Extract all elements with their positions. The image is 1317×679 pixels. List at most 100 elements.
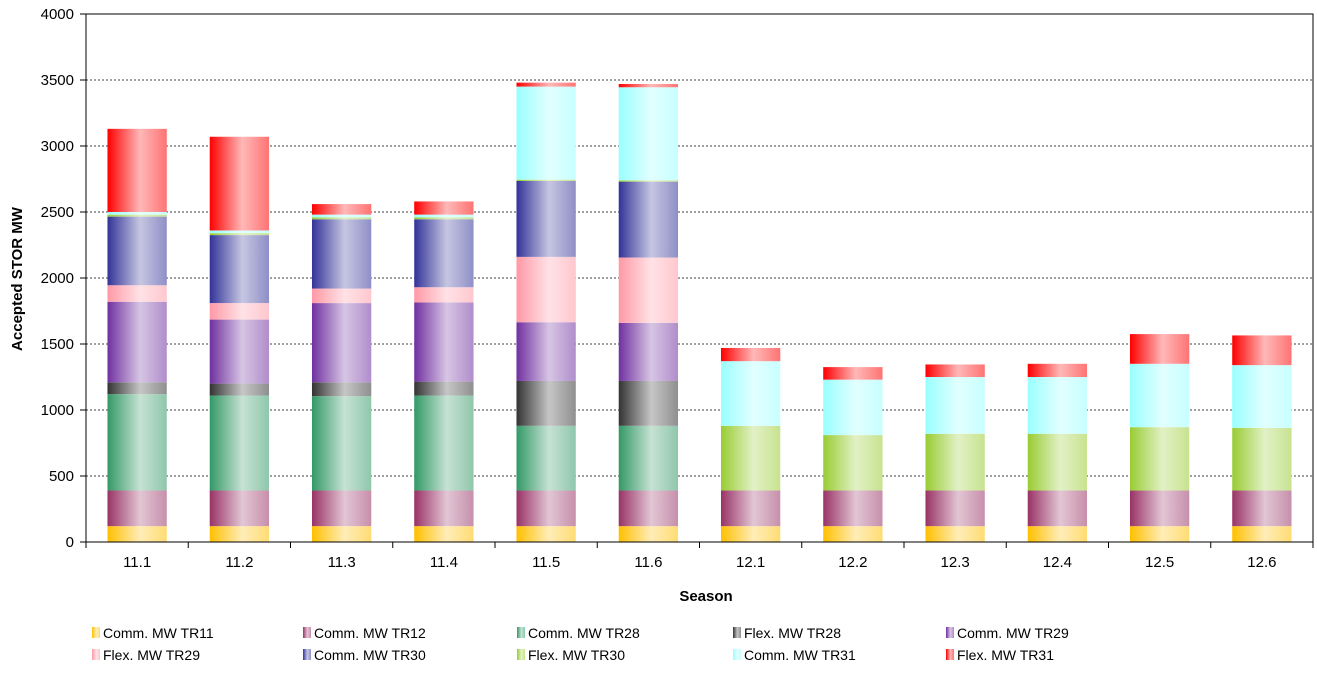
y-tick-label: 4000 — [41, 6, 74, 23]
bar-segment — [311, 217, 372, 220]
bar-segment — [414, 395, 474, 491]
bar-segment — [1232, 490, 1292, 527]
y-tick-label: 500 — [49, 468, 74, 485]
bar-segment — [414, 381, 474, 396]
bar-segment — [618, 181, 679, 258]
y-tick-label: 3000 — [41, 138, 74, 155]
bar-segment — [1129, 363, 1190, 428]
bar-segment — [516, 180, 576, 257]
bar-segment — [516, 86, 576, 180]
legend-label: Comm. MW TR11 — [103, 625, 214, 641]
bar-segment — [209, 526, 270, 542]
legend-label: Flex. MW TR31 — [957, 647, 1054, 663]
bar-segment — [618, 322, 679, 381]
y-tick-label: 1000 — [41, 402, 74, 419]
legend-swatch — [303, 649, 311, 660]
legend-swatch — [517, 649, 525, 660]
bar-segment — [1129, 490, 1190, 527]
legend-swatch — [946, 627, 954, 638]
legend-item: Flex. MW TR29 — [92, 647, 200, 663]
bar-segment — [720, 347, 781, 362]
bar-segment — [311, 214, 372, 218]
bar-segment — [618, 180, 679, 182]
bar-segment — [209, 395, 270, 491]
legend-swatch — [733, 627, 741, 638]
legend-label: Flex. MW TR28 — [744, 625, 841, 641]
bar-segment — [311, 288, 372, 304]
bar-segment — [1129, 334, 1190, 364]
x-tick-label: 12.6 — [1247, 554, 1276, 571]
bar-stack — [414, 201, 474, 542]
bar-segment — [925, 364, 985, 377]
bar-segment — [414, 219, 474, 288]
bar-segment — [823, 490, 883, 527]
bar-segment — [414, 287, 474, 303]
x-tick-label: 12.2 — [838, 554, 867, 571]
bar-segment — [209, 490, 270, 527]
bar-segment — [618, 83, 679, 88]
legend-label: Flex. MW TR30 — [528, 647, 625, 663]
bar-segment — [311, 490, 372, 527]
x-tick-label: 12.3 — [941, 554, 970, 571]
bar-segment — [209, 383, 270, 396]
bar-segment — [107, 301, 167, 383]
bar-segment — [925, 490, 985, 527]
y-tick-label: 0 — [66, 534, 74, 551]
y-tick-label: 1500 — [41, 336, 74, 353]
legend-label: Comm. MW TR29 — [957, 625, 1069, 641]
legend-item: Comm. MW TR29 — [946, 625, 1069, 641]
x-tick-label: 11.5 — [532, 554, 560, 571]
bar-segment — [618, 425, 679, 491]
bar-segment — [209, 235, 270, 304]
legend-swatch — [92, 649, 100, 660]
bar-segment — [1129, 526, 1190, 542]
bar-segment — [209, 319, 270, 384]
bar-segment — [516, 425, 576, 491]
bar-stack — [311, 204, 372, 542]
bar-segment — [618, 257, 679, 323]
bar-segment — [414, 214, 474, 218]
legend-item: Comm. MW TR28 — [517, 625, 640, 641]
bar-segment — [414, 217, 474, 220]
bar-stack — [925, 364, 985, 542]
bar-stack — [209, 136, 270, 542]
legend: Comm. MW TR11 Comm. MW TR12 Comm. MW TR28 F… — [92, 625, 1069, 663]
bar-stack — [720, 347, 781, 542]
legend-item: Comm. MW TR31 — [733, 647, 856, 663]
bar-segment — [823, 379, 883, 436]
bar-stack — [107, 128, 167, 542]
bar-segment — [823, 367, 883, 380]
bar-segment — [311, 396, 372, 491]
bar-stack — [823, 367, 883, 542]
gridlines — [86, 79, 1313, 477]
bar-segment — [107, 394, 167, 491]
bar-segment — [618, 490, 679, 527]
bar-segment — [618, 87, 679, 181]
legend-item: Flex. MW TR30 — [517, 647, 625, 663]
bar-segment — [311, 303, 372, 383]
bar-segment — [516, 179, 576, 181]
legend-item: Comm. MW TR11 — [92, 625, 214, 641]
legend-swatch — [92, 627, 100, 638]
legend-swatch — [303, 627, 311, 638]
bar-segment — [414, 526, 474, 542]
x-tick-label: 11.4 — [430, 554, 458, 571]
bar-segment — [311, 526, 372, 542]
legend-item: Comm. MW TR12 — [303, 625, 426, 641]
y-tick-label: 2000 — [41, 270, 74, 287]
bar-segment — [516, 380, 576, 426]
bar-stack — [1232, 335, 1292, 542]
bar-segment — [311, 204, 372, 215]
x-tick-label: 11.2 — [225, 554, 253, 571]
bar-segment — [107, 526, 167, 542]
legend-label: Comm. MW TR28 — [528, 625, 640, 641]
bar-segment — [107, 128, 167, 212]
bar-stack — [1129, 334, 1190, 542]
bar-segment — [720, 361, 781, 426]
bar-segment — [516, 490, 576, 527]
bar-segment — [414, 201, 474, 215]
bar-stack — [1027, 363, 1088, 542]
legend-label: Comm. MW TR30 — [314, 647, 426, 663]
bar-segment — [823, 435, 883, 491]
